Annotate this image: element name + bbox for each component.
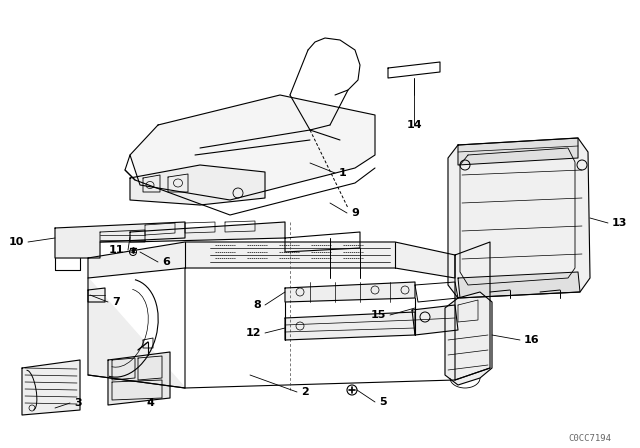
- Polygon shape: [445, 292, 492, 385]
- Polygon shape: [22, 360, 80, 415]
- Text: 6: 6: [162, 257, 170, 267]
- Polygon shape: [458, 272, 580, 298]
- Polygon shape: [88, 288, 105, 302]
- Text: C0CC7194: C0CC7194: [568, 434, 611, 443]
- Text: 10: 10: [8, 237, 24, 247]
- Polygon shape: [285, 282, 415, 302]
- Polygon shape: [130, 222, 285, 242]
- Polygon shape: [88, 242, 455, 278]
- Polygon shape: [412, 305, 458, 335]
- Polygon shape: [108, 352, 170, 405]
- Text: 5: 5: [379, 397, 387, 407]
- Text: 15: 15: [371, 310, 386, 320]
- Text: 16: 16: [524, 335, 540, 345]
- Polygon shape: [458, 138, 578, 165]
- Text: 1: 1: [339, 168, 347, 178]
- Polygon shape: [285, 312, 415, 340]
- Text: 12: 12: [246, 328, 261, 338]
- Text: 11: 11: [109, 245, 124, 255]
- Text: 3: 3: [74, 398, 82, 408]
- Text: 9: 9: [351, 208, 359, 218]
- Polygon shape: [455, 242, 490, 380]
- Polygon shape: [130, 165, 265, 205]
- Polygon shape: [88, 278, 185, 388]
- Text: 14: 14: [406, 120, 422, 130]
- Polygon shape: [448, 138, 590, 298]
- Text: 4: 4: [146, 398, 154, 408]
- Text: 7: 7: [112, 297, 120, 307]
- Text: 8: 8: [253, 300, 261, 310]
- Text: 13: 13: [612, 218, 627, 228]
- Polygon shape: [130, 95, 375, 200]
- Polygon shape: [55, 222, 185, 258]
- Text: 2: 2: [301, 387, 308, 397]
